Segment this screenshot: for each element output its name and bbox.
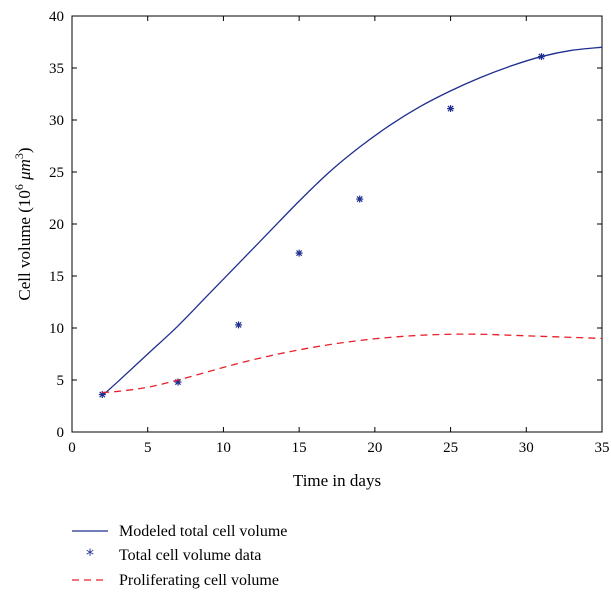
x-tick-label: 10	[216, 440, 231, 456]
y-tick-label: 5	[57, 373, 65, 389]
x-tick-label: 0	[68, 440, 76, 456]
data-point-marker	[447, 105, 455, 113]
plot-frame	[71, 15, 603, 433]
x-tick-label: 5	[144, 440, 152, 456]
data-point-marker	[537, 53, 545, 61]
proliferating-line	[102, 333, 603, 394]
y-tick-label: 0	[57, 425, 65, 441]
data-point-marker	[295, 249, 303, 257]
x-tick-label: 35	[595, 440, 610, 456]
data-point-marker	[235, 321, 243, 329]
legend-label-data: Total cell volume data	[119, 547, 261, 564]
y-ticks: 0 5 10 15 20 25 30 35 40	[49, 9, 602, 441]
x-tick-label: 25	[443, 440, 458, 456]
legend-label-proliferating: Proliferating cell volume	[119, 572, 279, 589]
y-tick-label: 30	[49, 113, 64, 129]
x-ticks: 0 5 10 15 20 25 30 35	[68, 16, 610, 456]
y-tick-label: 40	[49, 9, 64, 25]
y-tick-label: 35	[49, 61, 64, 77]
y-tick-label: 10	[49, 321, 64, 337]
legend: Modeled total cell volume * Total cell v…	[72, 523, 287, 589]
y-tick-label: 25	[49, 165, 64, 181]
legend-swatch-data-marker: *	[86, 545, 94, 564]
modeled-total-line	[101, 46, 603, 397]
series-layer	[98, 46, 603, 399]
x-tick-label: 30	[519, 440, 534, 456]
x-axis-title: Time in days	[293, 471, 381, 490]
y-tick-label: 20	[49, 217, 64, 233]
data-point-marker	[356, 195, 364, 203]
x-tick-label: 15	[292, 440, 307, 456]
legend-label-modeled-total: Modeled total cell volume	[119, 523, 287, 540]
x-tick-label: 20	[367, 440, 382, 456]
y-tick-label: 15	[49, 269, 64, 285]
y-axis-title: Cell volume (106 μm3)	[12, 147, 34, 300]
